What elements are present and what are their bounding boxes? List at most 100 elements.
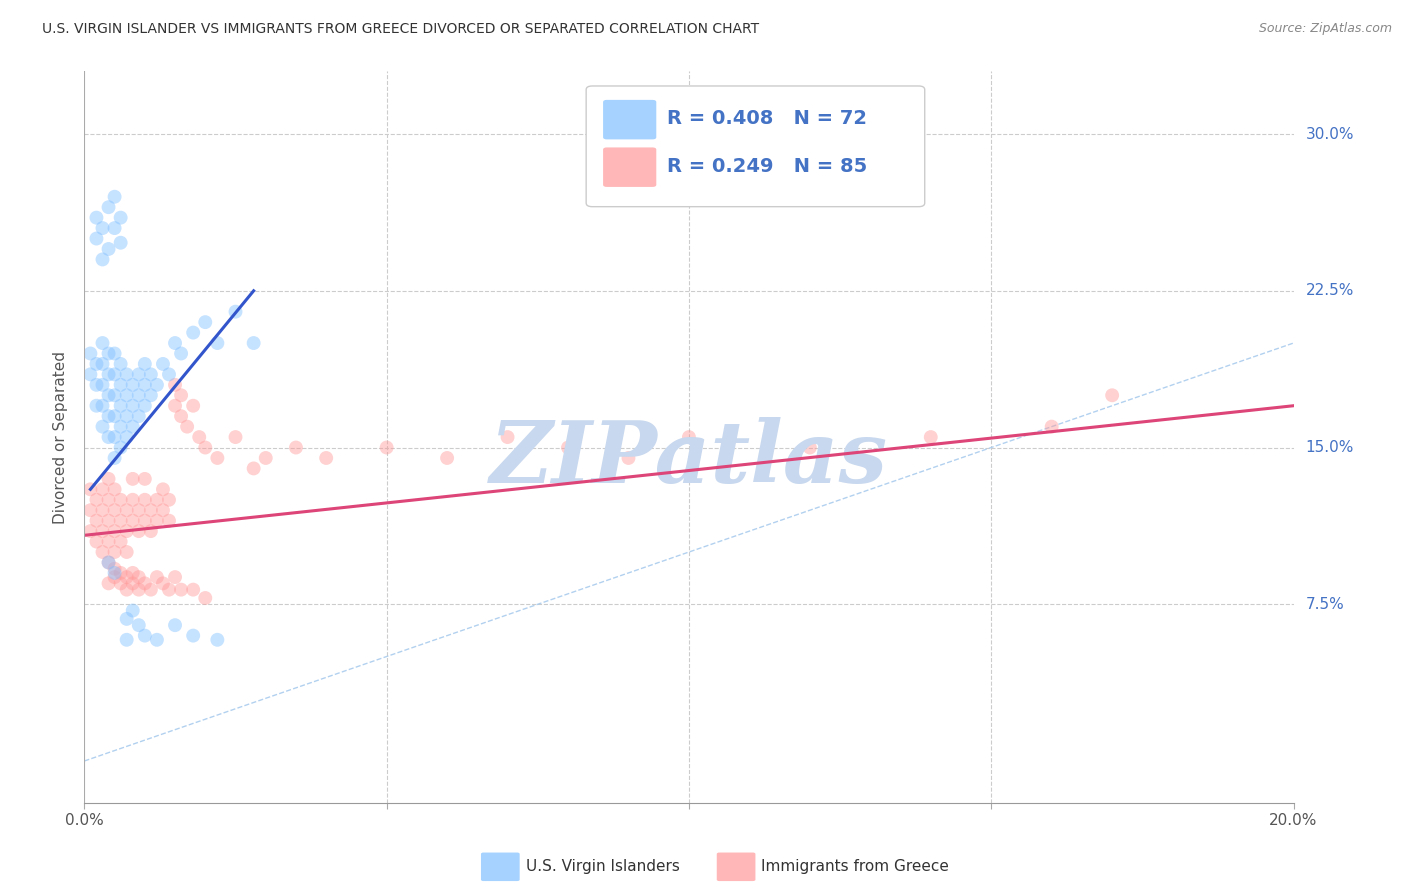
- Point: [315, 450, 337, 465]
- Point: [97, 556, 120, 570]
- Point: [254, 450, 277, 465]
- Point: [375, 441, 398, 455]
- Point: [110, 534, 132, 549]
- Point: [225, 430, 247, 444]
- Text: R = 0.408   N = 72: R = 0.408 N = 72: [668, 110, 868, 128]
- Point: [163, 399, 186, 413]
- Point: [146, 492, 169, 507]
- Point: [128, 503, 150, 517]
- Point: [86, 231, 108, 245]
- Point: [146, 377, 169, 392]
- Point: [139, 582, 162, 597]
- Point: [121, 566, 143, 580]
- Point: [152, 503, 174, 517]
- Point: [128, 524, 150, 538]
- Point: [110, 566, 132, 580]
- Point: [110, 576, 132, 591]
- Text: U.S. Virgin Islanders: U.S. Virgin Islanders: [526, 859, 679, 874]
- Point: [104, 409, 127, 424]
- Point: [152, 576, 174, 591]
- Point: [194, 591, 217, 605]
- Point: [146, 632, 169, 647]
- Point: [181, 399, 204, 413]
- Point: [121, 576, 143, 591]
- Point: [97, 514, 120, 528]
- Point: [110, 377, 132, 392]
- Point: [121, 603, 143, 617]
- Point: [128, 368, 150, 382]
- Point: [110, 211, 132, 225]
- Point: [128, 409, 150, 424]
- Point: [104, 346, 127, 360]
- Text: ZIPatlas: ZIPatlas: [489, 417, 889, 500]
- Point: [152, 483, 174, 497]
- Point: [163, 377, 186, 392]
- Point: [97, 576, 120, 591]
- FancyBboxPatch shape: [717, 853, 755, 881]
- Point: [194, 315, 217, 329]
- Point: [157, 492, 180, 507]
- FancyBboxPatch shape: [603, 147, 657, 187]
- Point: [115, 632, 138, 647]
- Point: [115, 570, 138, 584]
- Point: [104, 430, 127, 444]
- Point: [157, 582, 180, 597]
- Point: [194, 441, 217, 455]
- Point: [121, 419, 143, 434]
- Point: [207, 632, 229, 647]
- Point: [128, 618, 150, 632]
- Point: [163, 570, 186, 584]
- Point: [436, 450, 458, 465]
- Point: [104, 566, 127, 580]
- Point: [110, 399, 132, 413]
- Text: Immigrants from Greece: Immigrants from Greece: [762, 859, 949, 874]
- Text: 15.0%: 15.0%: [1306, 440, 1354, 455]
- Point: [799, 441, 821, 455]
- Point: [86, 357, 108, 371]
- Point: [121, 472, 143, 486]
- Point: [110, 492, 132, 507]
- Point: [678, 430, 700, 444]
- Point: [86, 534, 108, 549]
- Point: [115, 582, 138, 597]
- Point: [79, 503, 101, 517]
- Point: [134, 514, 156, 528]
- Point: [110, 419, 132, 434]
- Point: [79, 346, 101, 360]
- Point: [104, 483, 127, 497]
- Point: [91, 399, 114, 413]
- Point: [139, 368, 162, 382]
- Point: [91, 377, 114, 392]
- Point: [110, 514, 132, 528]
- Point: [1040, 419, 1063, 434]
- Point: [139, 388, 162, 402]
- Point: [79, 524, 101, 538]
- Point: [97, 368, 120, 382]
- Point: [97, 430, 120, 444]
- Point: [121, 377, 143, 392]
- Point: [181, 326, 204, 340]
- Point: [97, 492, 120, 507]
- Point: [91, 357, 114, 371]
- Point: [97, 409, 120, 424]
- Point: [1101, 388, 1123, 402]
- Point: [134, 576, 156, 591]
- Point: [115, 430, 138, 444]
- Text: Source: ZipAtlas.com: Source: ZipAtlas.com: [1258, 22, 1392, 36]
- Point: [104, 524, 127, 538]
- Point: [146, 514, 169, 528]
- Point: [134, 629, 156, 643]
- Point: [170, 346, 193, 360]
- Point: [115, 388, 138, 402]
- Point: [115, 503, 138, 517]
- Point: [134, 472, 156, 486]
- FancyBboxPatch shape: [603, 100, 657, 139]
- Text: U.S. VIRGIN ISLANDER VS IMMIGRANTS FROM GREECE DIVORCED OR SEPARATED CORRELATION: U.S. VIRGIN ISLANDER VS IMMIGRANTS FROM …: [42, 22, 759, 37]
- Point: [91, 545, 114, 559]
- Point: [139, 524, 162, 538]
- Point: [139, 503, 162, 517]
- Point: [110, 441, 132, 455]
- Point: [157, 514, 180, 528]
- Text: 30.0%: 30.0%: [1306, 127, 1354, 142]
- Point: [163, 618, 186, 632]
